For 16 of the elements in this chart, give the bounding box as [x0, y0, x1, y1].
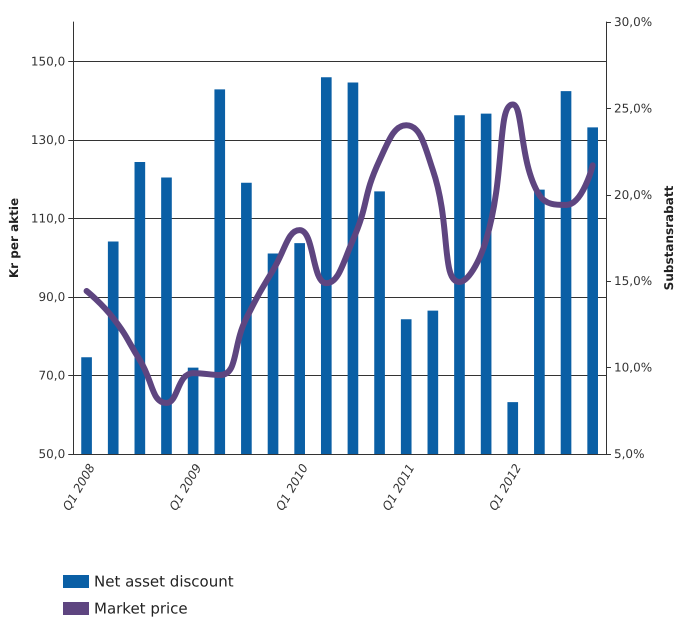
y2-tick-label: 30,0% [614, 15, 652, 29]
y-tick-label: 70,0 [38, 368, 66, 382]
y-tick-label: 150,0 [30, 54, 66, 68]
legend-label: Net asset discount [94, 572, 234, 590]
legend-label: Market price [94, 600, 188, 618]
y2-tick-label: 15,0% [614, 274, 652, 288]
y-tick-label: 90,0 [38, 290, 66, 304]
y2-tick-label: 5,0% [614, 447, 644, 461]
y2-tick-label: 25,0% [614, 101, 652, 116]
y2-axis-title: Substansrabatt [662, 185, 676, 290]
y-tick-label: 50,0 [38, 447, 66, 461]
y2-tick-label: 20,0% [614, 188, 652, 202]
y2-tick-label: 10,0% [614, 360, 652, 375]
y-tick-label: 130,0 [30, 132, 66, 147]
y-axis-title: Kr per aktie [7, 198, 21, 278]
y-tick-label: 110,0 [30, 211, 66, 226]
